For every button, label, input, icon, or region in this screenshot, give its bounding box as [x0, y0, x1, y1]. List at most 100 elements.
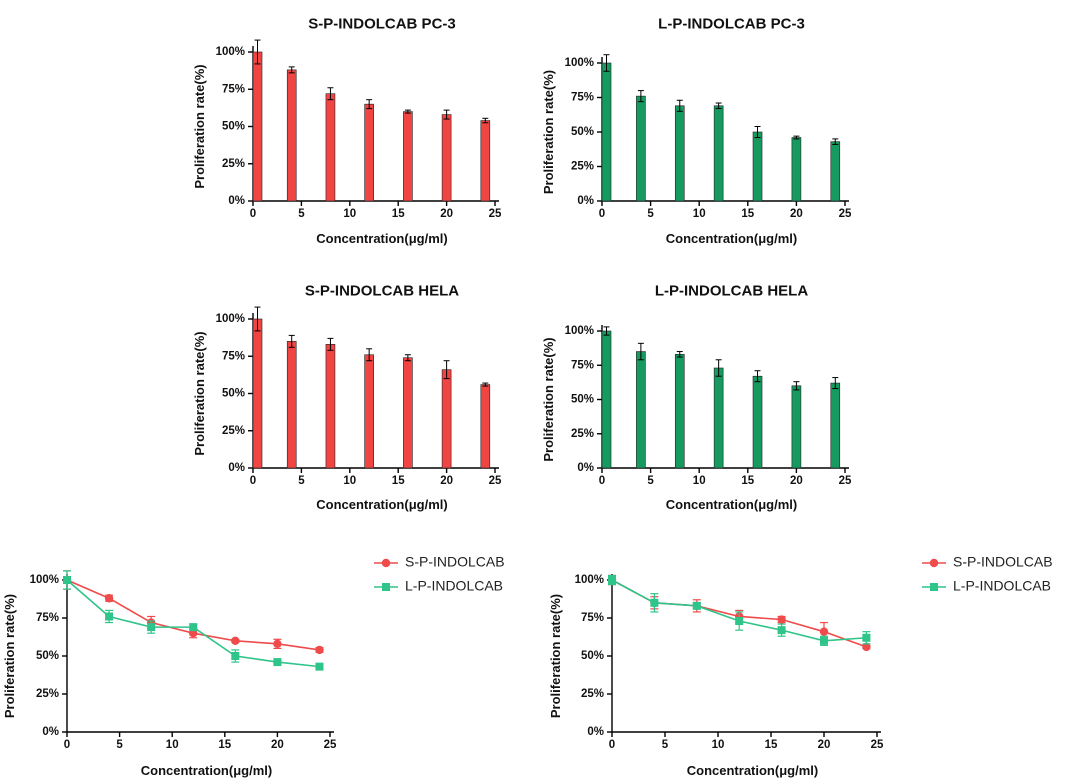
data-point: [315, 645, 324, 655]
x-tick-label: 0: [250, 475, 256, 487]
y-tick-label: 0%: [577, 462, 594, 474]
y-tick-label: 0%: [577, 195, 594, 207]
y-tick-label: 75%: [222, 83, 245, 95]
chart-l-hela: L-P-INDOLCAB HELA 0% 25% 50% 75% 100% 0 5 10 15 20…: [541, 282, 852, 512]
x-tick-label: 10: [712, 739, 725, 751]
legend-label: L-P-INDOLCAB: [953, 578, 1051, 594]
bar: [713, 105, 724, 202]
y-tick-label: 75%: [571, 359, 594, 371]
bar: [286, 341, 297, 469]
bar: [830, 141, 841, 202]
x-tick-label: 0: [64, 739, 70, 751]
x-axis-label: Concentration(μg/ml): [141, 763, 272, 778]
y-tick-label: 75%: [36, 612, 59, 624]
y-tick-label: 0%: [587, 726, 604, 738]
y-tick-label: 0%: [42, 726, 59, 738]
bar: [791, 137, 802, 202]
x-tick-label: 20: [440, 475, 453, 487]
data-point: [315, 662, 324, 671]
legend-marker: [381, 558, 391, 568]
series-l-p-indolcab: [608, 574, 871, 646]
x-tick-label: 15: [392, 208, 405, 220]
bar: [364, 103, 374, 202]
x-tick-label: 20: [440, 208, 453, 220]
x-tick-label: 0: [609, 739, 615, 751]
legend-label: L-P-INDOLCAB: [405, 578, 503, 594]
x-tick-label: 5: [647, 208, 654, 220]
y-axis-label: Proliferation rate(%): [192, 331, 207, 455]
data-point: [692, 601, 701, 610]
x-tick-label: 10: [343, 475, 356, 487]
y-tick-label: 25%: [222, 425, 245, 437]
series-line: [66, 579, 320, 651]
bar: [364, 354, 374, 469]
y-axis-label: Proliferation rate(%): [541, 70, 556, 194]
x-tick-label: 20: [271, 739, 284, 751]
y-tick-label: 50%: [222, 388, 245, 400]
x-tick-label: 20: [818, 739, 831, 751]
x-tick-label: 15: [741, 475, 754, 487]
y-tick-label: 50%: [581, 650, 604, 662]
data-point: [273, 658, 282, 667]
y-tick-label: 100%: [30, 574, 59, 586]
y-axis-label: Proliferation rate(%): [192, 64, 207, 188]
x-tick-label: 25: [871, 739, 884, 751]
y-tick-label: 75%: [571, 92, 594, 104]
data-point: [104, 594, 114, 603]
x-tick-label: 5: [298, 475, 305, 487]
x-tick-label: 0: [599, 475, 605, 487]
bar: [480, 120, 491, 202]
y-tick-label: 25%: [571, 428, 594, 440]
legend-item: S-P-INDOLCAB: [374, 554, 505, 570]
x-axis-label: Concentration(μg/ml): [687, 763, 818, 778]
y-tick-label: 100%: [565, 57, 594, 69]
y-axis-label: Proliferation rate(%): [2, 594, 17, 718]
bar: [636, 351, 646, 469]
y-tick-label: 75%: [222, 350, 245, 362]
legend-marker: [382, 583, 390, 591]
y-tick-label: 50%: [36, 650, 59, 662]
chart-pc3-line: 0% 25% 50% 75% 100% 0 5 10 15 20 25 Concentration(μ…: [2, 554, 505, 778]
x-tick-label: 0: [599, 208, 605, 220]
data-point: [608, 576, 616, 584]
chart-title: L-P-INDOLCAB PC-3: [658, 15, 805, 32]
y-tick-label: 100%: [565, 325, 594, 337]
x-tick-label: 5: [116, 739, 123, 751]
data-point: [777, 626, 786, 635]
legend-label: S-P-INDOLCAB: [405, 554, 505, 570]
y-tick-label: 25%: [571, 161, 594, 173]
chart-s-pc3: S-P-INDOLCAB PC-3 0% 25% 50% 75% 100% 0 5 10 15 20…: [192, 15, 502, 246]
y-tick-label: 100%: [575, 574, 604, 586]
bar: [674, 105, 685, 202]
series-s-p-indolcab: [62, 570, 324, 655]
legend-marker: [930, 583, 938, 591]
chart-title: S-P-INDOLCAB PC-3: [308, 15, 456, 32]
bar: [403, 111, 413, 202]
x-tick-label: 5: [647, 475, 654, 487]
bar: [601, 330, 612, 469]
bar: [480, 384, 491, 469]
data-point: [189, 623, 198, 632]
bar: [403, 357, 413, 469]
bar: [830, 382, 841, 469]
x-tick-label: 25: [489, 208, 502, 220]
bar: [441, 114, 452, 202]
bar: [752, 131, 763, 202]
y-axis-label: Proliferation rate(%): [548, 594, 563, 718]
x-axis-label: Concentration(μg/ml): [316, 231, 447, 246]
x-tick-label: 5: [662, 739, 669, 751]
x-tick-label: 10: [343, 208, 356, 220]
legend-item: L-P-INDOLCAB: [374, 578, 503, 594]
chart-title: S-P-INDOLCAB HELA: [305, 282, 459, 299]
bar: [441, 369, 452, 469]
bar: [252, 318, 263, 469]
x-tick-label: 25: [839, 475, 852, 487]
data-point: [735, 617, 744, 626]
legend-item: L-P-INDOLCAB: [922, 578, 1051, 594]
data-point: [147, 623, 156, 632]
bar: [252, 51, 263, 202]
y-axis-label: Proliferation rate(%): [541, 337, 556, 461]
x-tick-label: 10: [693, 208, 706, 220]
legend-label: S-P-INDOLCAB: [953, 554, 1053, 570]
y-tick-label: 50%: [571, 126, 594, 138]
